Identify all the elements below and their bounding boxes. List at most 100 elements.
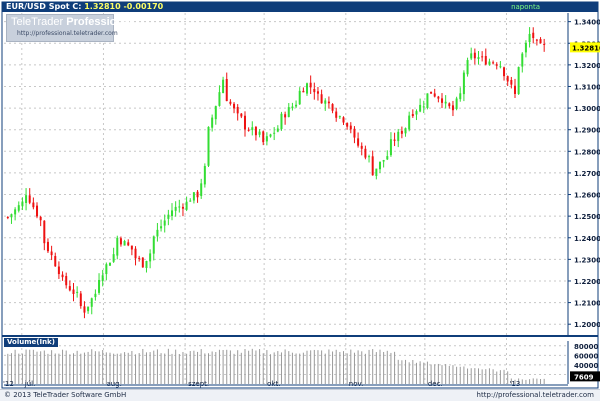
candle-body xyxy=(357,138,360,146)
candle-body xyxy=(65,276,68,286)
candle-body xyxy=(426,93,429,108)
candle-body xyxy=(14,209,17,215)
candle-body xyxy=(393,139,396,141)
change-value: -0.00170 xyxy=(123,2,164,11)
candle-body xyxy=(492,62,495,64)
candle-body xyxy=(28,195,31,203)
volume-series xyxy=(7,348,545,384)
candle-body xyxy=(203,165,206,185)
price-tick-label: 1.32000 xyxy=(574,62,600,70)
candle-body xyxy=(127,242,130,246)
candle-body xyxy=(101,275,104,282)
candle-body xyxy=(499,66,502,68)
candle-body xyxy=(149,253,152,262)
price-tick-label: 1.24000 xyxy=(574,235,600,243)
candle-body xyxy=(32,202,35,208)
candle-body xyxy=(243,115,246,130)
candle-body xyxy=(375,168,378,176)
candle-body xyxy=(214,106,217,120)
candle-body xyxy=(269,134,272,137)
candle-body xyxy=(313,88,316,93)
candle-body xyxy=(295,104,298,107)
candle-body xyxy=(488,61,491,65)
candle-body xyxy=(57,266,60,275)
candle-body xyxy=(287,107,290,118)
candle-body xyxy=(306,83,309,94)
candle-body xyxy=(50,251,53,256)
candle-body xyxy=(138,257,141,259)
brand-plain: TeleTrader xyxy=(11,16,64,28)
candle-body xyxy=(378,161,381,170)
candle-body xyxy=(189,200,192,202)
time-tick-label: '13 xyxy=(509,380,520,388)
price-tick-label: 1.26000 xyxy=(574,192,600,200)
candle-body xyxy=(54,256,57,267)
price-tick-label: 1.21000 xyxy=(574,300,600,308)
candle-body xyxy=(506,76,509,82)
last-volume-label: 7609 xyxy=(574,373,594,381)
candle-body xyxy=(408,115,411,130)
candle-body xyxy=(448,103,451,107)
candle-body xyxy=(134,248,137,259)
time-tick-label: nov. xyxy=(349,380,364,388)
candle-body xyxy=(185,201,188,210)
candle-body xyxy=(524,42,527,53)
candle-body xyxy=(141,257,144,268)
footer: © 2013 TeleTrader Software GmbH http://p… xyxy=(0,389,600,401)
brand-bold: Professional xyxy=(66,16,133,28)
candle-body xyxy=(349,125,352,130)
candle-body xyxy=(112,254,115,262)
candle-body xyxy=(6,217,9,219)
candle-body xyxy=(342,117,345,123)
candle-body xyxy=(422,106,425,108)
copyright-text: © 2013 TeleTrader Software GmbH xyxy=(4,391,127,399)
candle-body xyxy=(473,52,476,59)
time-tick-label: aug. xyxy=(106,380,121,388)
candle-body xyxy=(335,111,338,118)
footer-link[interactable]: http://professional.teletrader.com xyxy=(476,391,594,399)
candle-body xyxy=(437,96,440,99)
period-selector[interactable]: naponta xyxy=(511,3,540,11)
candle-body xyxy=(503,67,506,77)
candle-body xyxy=(211,117,214,128)
price-tick-label: 1.25000 xyxy=(574,213,600,221)
candle-body xyxy=(123,241,126,246)
candle-body xyxy=(400,130,403,134)
candle-body xyxy=(36,205,39,217)
candle-body xyxy=(43,220,46,244)
candle-body xyxy=(196,191,199,198)
candle-body xyxy=(444,101,447,104)
volume-tick-label: 60000 xyxy=(574,352,598,360)
price-grid xyxy=(4,13,568,384)
candle-body xyxy=(72,289,75,294)
price-tick-label: 1.29000 xyxy=(574,127,600,135)
candle-body xyxy=(119,238,122,245)
candle-body xyxy=(386,156,389,160)
candle-body xyxy=(251,127,254,131)
candle-body xyxy=(94,293,97,298)
candle-body xyxy=(105,264,108,275)
candle-body xyxy=(116,237,119,256)
time-tick-label: júl. xyxy=(24,380,36,388)
candle-body xyxy=(276,128,279,132)
last-volume-badge xyxy=(570,371,600,382)
candle-body xyxy=(451,105,454,111)
candle-body xyxy=(236,106,239,114)
last-value: 1.32810 xyxy=(84,2,121,11)
candle-body xyxy=(68,286,71,291)
volume-tick-label: 80000 xyxy=(574,343,598,351)
candle-body xyxy=(470,53,473,59)
time-tick-label: '12 xyxy=(3,380,14,388)
candle-body xyxy=(130,245,133,250)
candle-body xyxy=(90,298,93,307)
volume-pane-label: Volume(Ink) xyxy=(4,338,58,347)
candle-body xyxy=(280,113,283,130)
watermark-url: http://professional.teletrader.com xyxy=(17,30,118,37)
candle-body xyxy=(302,90,305,93)
candle-body xyxy=(535,39,538,41)
price-tick-label: 1.20000 xyxy=(574,321,600,329)
time-tick-label: szept. xyxy=(188,380,209,388)
candle-body xyxy=(415,111,418,115)
price-tick-label: 1.23000 xyxy=(574,256,600,264)
